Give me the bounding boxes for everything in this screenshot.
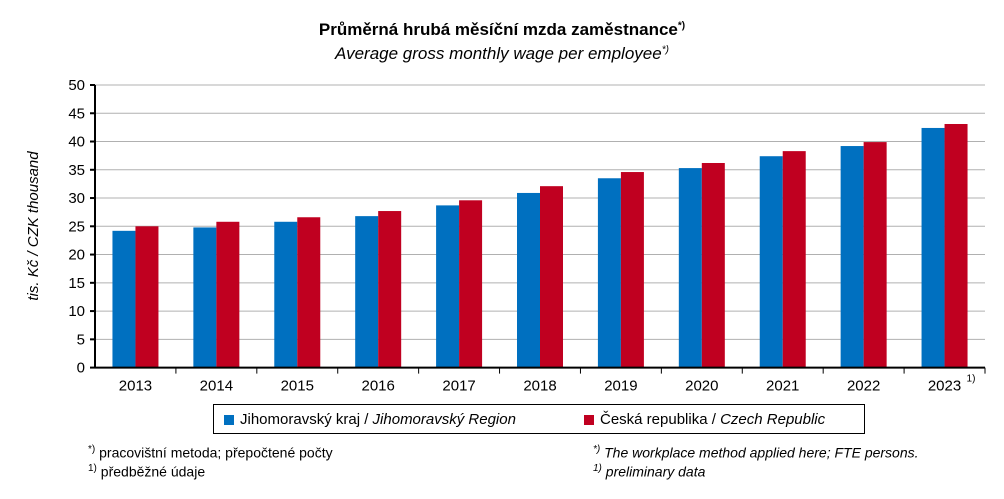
legend-item-cr: Česká republika / Czech Republic — [584, 411, 825, 428]
x-tick-label: 2021 — [766, 378, 799, 395]
x-tick-label: 2019 — [604, 378, 637, 395]
bar-jmk-2014 — [193, 227, 217, 368]
x-tick-label: 2020 — [685, 378, 718, 395]
y-tick-label: 35 — [68, 162, 85, 179]
bar-cr-2020 — [701, 162, 725, 368]
bar-jmk-2018 — [517, 192, 540, 368]
x-tick-label: 2023 — [928, 378, 961, 395]
y-axis-label: tis. Kč / CZK thousand — [25, 151, 42, 301]
chart-title: Průměrná hrubá měsíční mzda zaměstnance*… — [318, 20, 686, 39]
y-tick-label: 20 — [68, 247, 85, 264]
x-tick-label: 2016 — [361, 378, 394, 395]
footnote-cz-1: *) pracovištní metoda; přepočtené počty — [88, 444, 333, 461]
x-tick-label: 2015 — [281, 378, 314, 395]
bar-cr-2013 — [135, 226, 159, 368]
x-tick-label: 2017 — [442, 378, 475, 395]
bar-cr-2021 — [782, 151, 806, 368]
bar-jmk-2017 — [436, 205, 460, 368]
y-tick-label: 30 — [68, 190, 85, 207]
bar-cr-2017 — [459, 200, 483, 368]
y-tick-label: 15 — [68, 275, 85, 292]
x-tick-label: 2018 — [523, 378, 556, 395]
bar-jmk-2016 — [355, 216, 379, 368]
bar-jmk-2022 — [840, 146, 864, 368]
bar-jmk-2013 — [112, 230, 136, 368]
bar-jmk-2021 — [759, 156, 783, 368]
y-tick-label: 50 — [68, 77, 85, 94]
y-tick-label: 10 — [68, 303, 85, 320]
bar-jmk-2015 — [274, 221, 298, 368]
chart-subtitle: Average gross monthly wage per employee*… — [335, 44, 669, 63]
bar-cr-2023 — [944, 123, 968, 368]
y-tick-label: 45 — [68, 105, 85, 122]
footnote-en-1: *) The workplace method applied here; FT… — [593, 444, 919, 461]
x-tick-label: 2014 — [200, 378, 233, 395]
legend-item-jihomoravsky: Jihomoravský kraj / Jihomoravský Region — [224, 411, 516, 428]
legend-swatch — [224, 414, 234, 425]
bar-cr-2018 — [540, 186, 563, 368]
bar-jmk-2020 — [678, 168, 702, 368]
footnote-en-2: 1) preliminary data — [593, 463, 706, 480]
bar-cr-2019 — [620, 172, 644, 368]
y-tick-label: 5 — [77, 331, 85, 348]
legend: Jihomoravský kraj / Jihomoravský Region … — [213, 404, 865, 434]
bar-jmk-2019 — [597, 178, 621, 368]
bar-cr-2022 — [863, 142, 887, 368]
bar-cr-2014 — [216, 221, 240, 368]
y-tick-label: 25 — [68, 218, 85, 235]
x-tick-label: 2013 — [119, 378, 152, 395]
bar-jmk-2023 — [921, 127, 945, 368]
bar-cr-2016 — [378, 211, 402, 368]
x-tick-label: 2022 — [847, 378, 880, 395]
y-tick-label: 0 — [77, 360, 85, 377]
y-tick-label: 40 — [68, 134, 85, 151]
footnote-cz-2: 1) předběžné údaje — [88, 463, 206, 480]
bar-cr-2015 — [297, 217, 321, 368]
x-tick-sup: 1) — [967, 374, 976, 385]
legend-swatch — [584, 414, 594, 425]
